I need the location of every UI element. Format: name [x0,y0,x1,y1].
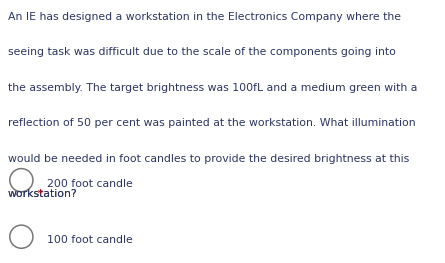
Text: An IE has designed a workstation in the Electronics Company where the: An IE has designed a workstation in the … [8,12,401,22]
Text: *: * [34,189,43,199]
Text: would be needed in foot candles to provide the desired brightness at this: would be needed in foot candles to provi… [8,154,409,164]
Text: reflection of 50 per cent was painted at the workstation. What illumination: reflection of 50 per cent was painted at… [8,118,416,128]
Text: the assembly. The target brightness was 100fL and a medium green with a: the assembly. The target brightness was … [8,83,417,93]
Text: workstation? *: workstation? * [8,189,86,199]
Text: workstation?: workstation? [8,189,77,199]
Text: seeing task was difficult due to the scale of the components going into: seeing task was difficult due to the sca… [8,47,396,57]
Text: 100 foot candle: 100 foot candle [47,235,133,245]
Text: workstation?: workstation? [8,189,77,199]
Text: 200 foot candle: 200 foot candle [47,179,133,189]
